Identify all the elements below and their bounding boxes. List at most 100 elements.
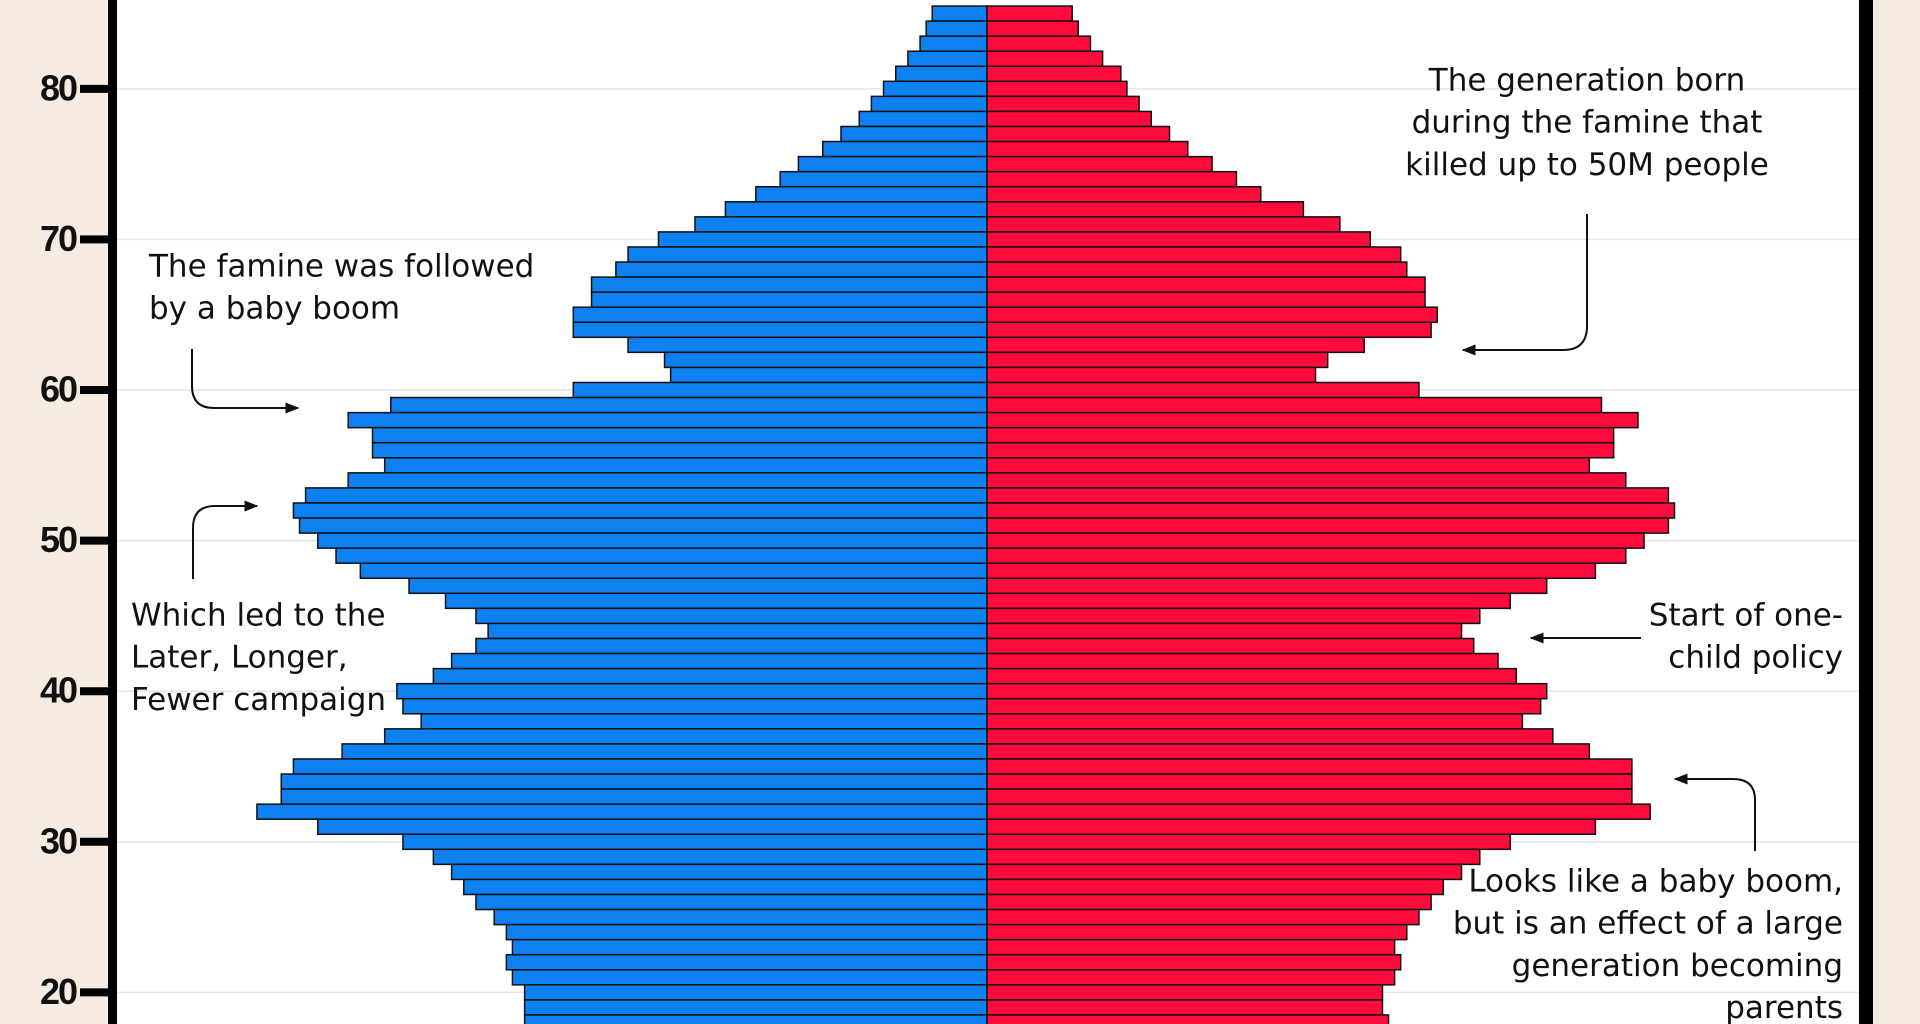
- y-tick-label: 70: [40, 218, 77, 259]
- bar: [304, 487, 988, 504]
- bar: [292, 758, 988, 775]
- bar: [797, 155, 988, 173]
- bar: [986, 457, 1591, 474]
- right-frame: [1859, 0, 1873, 1024]
- annotation-line: Looks like a baby boom,: [1468, 864, 1843, 900]
- bar: [402, 697, 988, 715]
- bar: [986, 426, 1615, 444]
- bar: [627, 246, 988, 263]
- bar: [986, 231, 1372, 248]
- bar: [986, 969, 1396, 986]
- bar: [292, 502, 988, 519]
- bar: [663, 351, 988, 369]
- bar: [463, 878, 988, 896]
- bar: [986, 938, 1396, 956]
- bar: [986, 863, 1463, 881]
- bar: [986, 411, 1639, 429]
- bar: [383, 457, 988, 474]
- bar: [925, 20, 988, 37]
- bar: [986, 246, 1402, 263]
- bar: [986, 773, 1633, 790]
- bar: [986, 5, 1073, 22]
- bar: [347, 411, 988, 429]
- bar: [298, 517, 988, 534]
- bar: [256, 803, 988, 820]
- bar: [572, 321, 988, 339]
- bar: [986, 216, 1341, 233]
- bar: [523, 984, 988, 1001]
- bar: [986, 396, 1603, 414]
- annotation-line: Fewer campaign: [131, 682, 386, 718]
- bar: [986, 140, 1189, 158]
- bars: [256, 5, 1676, 1024]
- bar: [724, 201, 988, 218]
- annotation-line: but is an effect of a large: [1453, 906, 1843, 942]
- bar: [986, 110, 1153, 128]
- bar: [371, 441, 988, 459]
- bar: [694, 216, 988, 233]
- bar: [986, 607, 1481, 625]
- bar: [986, 682, 1548, 700]
- bar: [986, 351, 1329, 369]
- bar: [590, 291, 988, 308]
- bar: [840, 125, 988, 143]
- y-tick-label: 30: [40, 820, 77, 861]
- bar: [986, 713, 1524, 730]
- bar: [402, 833, 988, 851]
- bar: [986, 1014, 1390, 1024]
- bar: [986, 201, 1305, 218]
- bar: [986, 155, 1213, 173]
- y-tick-label: 20: [40, 971, 77, 1012]
- annotation-line: Later, Longer,: [131, 640, 348, 676]
- bar: [986, 758, 1633, 775]
- bar: [986, 366, 1317, 384]
- bar: [986, 381, 1420, 399]
- bar: [572, 306, 988, 324]
- bar: [986, 125, 1171, 143]
- annotation-line: Start of one-: [1649, 598, 1843, 634]
- bar: [986, 517, 1670, 534]
- annotation-line: child policy: [1668, 640, 1843, 676]
- bar: [755, 185, 988, 203]
- bar: [487, 622, 988, 640]
- arrow: [191, 349, 300, 414]
- bar: [627, 336, 988, 354]
- bar: [572, 381, 988, 399]
- bar: [986, 170, 1238, 188]
- bar: [907, 50, 988, 68]
- bar: [475, 893, 988, 911]
- bar: [986, 803, 1651, 820]
- annotation-line: generation becoming: [1512, 948, 1843, 984]
- bar: [986, 848, 1481, 866]
- bar: [986, 818, 1597, 836]
- bar: [986, 502, 1676, 519]
- bar: [986, 878, 1445, 896]
- annotation-line: Which led to the: [131, 598, 386, 634]
- arrow: [1461, 214, 1588, 356]
- y-tick-label: 60: [40, 369, 77, 410]
- bar: [986, 592, 1511, 610]
- bar: [390, 396, 988, 414]
- bar: [986, 95, 1140, 113]
- bar: [986, 261, 1408, 278]
- bar: [986, 65, 1122, 83]
- annotation-line: during the famine that: [1412, 105, 1763, 141]
- bar: [986, 185, 1262, 203]
- y-tick-label: 50: [40, 519, 77, 560]
- bar: [432, 848, 988, 866]
- bar: [669, 366, 988, 384]
- bar: [986, 547, 1627, 564]
- annotations: The generation born during the famine tha…: [131, 63, 1843, 1024]
- bar: [986, 50, 1104, 68]
- bar: [505, 923, 988, 941]
- bar: [335, 547, 988, 564]
- annotation-line: The generation born: [1428, 63, 1745, 99]
- bar: [408, 577, 988, 595]
- annotation-line: by a baby boom: [149, 291, 400, 327]
- bar: [986, 833, 1511, 851]
- arrows: [191, 214, 1756, 851]
- bar: [475, 637, 988, 655]
- bar: [986, 20, 1080, 37]
- bar: [420, 713, 988, 730]
